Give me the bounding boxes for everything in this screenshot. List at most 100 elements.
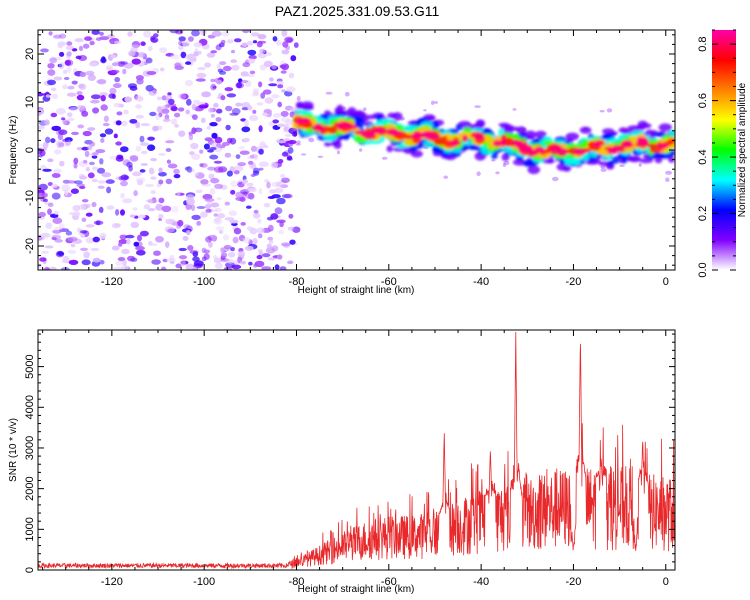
spectrogram-noise-blob: [165, 178, 173, 185]
spectrogram-noise-blob: [209, 154, 219, 160]
spectrogram-noise-blob: [213, 213, 218, 217]
spectrogram-noise-blob: [87, 172, 95, 179]
spectrogram-noise-blob: [173, 168, 180, 175]
spectrogram-noise-blob: [170, 54, 180, 60]
spectrogram-noise-blob: [638, 162, 642, 167]
spectrogram-noise-blob: [229, 219, 239, 224]
spectrogram-noise-blob: [158, 179, 164, 185]
spectrogram-noise-blob: [275, 39, 282, 46]
spectrogram-ridge-blob: [339, 120, 351, 128]
spectrogram-noise-blob: [178, 40, 183, 46]
spectrogram-noise-blob: [104, 128, 114, 135]
spectrogram-ridge-blob: [593, 142, 604, 147]
spectrogram-noise-blob: [248, 261, 253, 266]
spectrogram-noise-blob: [61, 117, 66, 121]
spectrogram-noise-blob: [101, 172, 112, 178]
spectrogram-noise-blob: [79, 175, 88, 180]
spectrogram-noise-blob: [165, 148, 172, 152]
spectrogram-noise-blob: [235, 154, 241, 160]
spectrogram-noise-blob: [264, 97, 274, 104]
spectrogram-noise-blob: [174, 112, 181, 118]
spectrogram-noise-blob: [223, 266, 232, 270]
spectrogram-noise-blob: [47, 158, 54, 163]
spectrogram-noise-blob: [204, 137, 213, 142]
spectrogram-noise-blob: [150, 37, 159, 43]
spectrogram-noise-blob: [268, 239, 274, 244]
spectrogram-noise-blob: [237, 250, 246, 258]
spectrogram-noise-blob: [76, 227, 81, 233]
spectrogram-noise-blob: [241, 107, 249, 111]
spectrogram-ridge-blob: [311, 124, 326, 132]
spectrogram-noise-blob: [169, 254, 175, 261]
spectrogram-noise-blob: [238, 146, 245, 150]
spectrogram-noise-blob: [256, 102, 264, 106]
spectrogram-noise-blob: [242, 137, 250, 143]
spectrogram-noise-blob: [67, 236, 78, 242]
spectrogram-noise-blob: [244, 245, 254, 251]
spectrogram-noise-blob: [289, 107, 298, 112]
spectrogram-noise-blob: [76, 183, 86, 188]
spectrogram-noise-blob: [226, 39, 234, 44]
spectrogram-noise-blob: [250, 32, 260, 37]
spectrogram-noise-blob: [257, 34, 267, 40]
spectrogram-noise-blob: [267, 257, 276, 261]
spectrogram-ridge-blob: [654, 157, 663, 164]
spectrogram-noise-blob: [77, 124, 85, 129]
spectrogram-noise-blob: [85, 212, 93, 217]
spectrogram-noise-blob: [263, 108, 272, 114]
spectrogram-noise-blob: [73, 157, 79, 165]
colorbar-label: Normalized spectral amplitude: [737, 82, 748, 217]
snr-xlabel: Height of straight line (km): [298, 584, 415, 595]
spectrogram-noise-blob: [258, 148, 264, 155]
spectrogram-noise-blob: [124, 96, 133, 103]
spectrogram-noise-blob: [127, 31, 133, 37]
spectrogram-noise-blob: [89, 40, 95, 46]
spectrogram-noise-blob: [258, 125, 263, 133]
spectrogram-noise-blob: [276, 219, 286, 224]
spectrogram-noise-blob: [91, 201, 97, 208]
spectrogram-noise-blob: [204, 204, 212, 209]
spectrogram-noise-blob: [58, 62, 65, 70]
spectrogram-noise-blob: [66, 41, 73, 46]
snr-panel: -120 -100 -80 -60 -40 -20 0 0 1000 2000 3000 4000 50…: [8, 329, 676, 595]
spectrogram-noise-blob: [92, 236, 101, 243]
spectrogram-noise-blob: [191, 127, 197, 134]
spectrogram-noise-blob: [201, 256, 207, 262]
spectrogram-noise-blob: [51, 125, 61, 131]
spectrogram-noise-blob: [208, 173, 215, 180]
spectrogram-noise-blob: [74, 180, 83, 185]
spectrogram-ridge-blob: [515, 142, 526, 150]
spectrogram-noise-blob: [99, 31, 104, 36]
spectrogram-noise-blob: [38, 108, 45, 115]
spectrogram-noise-blob: [115, 176, 123, 180]
spectrogram-noise-blob: [178, 93, 187, 100]
spectrogram-noise-blob: [220, 252, 228, 259]
spectrogram-noise-blob: [287, 260, 294, 265]
spectrogram-ridge-blob: [551, 144, 563, 152]
spectrogram-noise-blob: [274, 264, 280, 270]
spectrogram-noise-blob: [263, 60, 273, 68]
spectrogram-noise-blob: [288, 72, 295, 79]
spectrogram-noise-blob: [216, 142, 222, 148]
spectrogram-noise-blob: [188, 133, 194, 141]
spectrogram-noise-blob: [178, 45, 184, 51]
spectrogram-ridge-blob: [461, 134, 468, 143]
spectrogram-noise-blob: [253, 153, 258, 161]
snr-xtick-label: -100: [193, 576, 215, 588]
spectrogram-noise-blob: [235, 191, 245, 198]
spectrogram-noise-blob: [263, 144, 269, 149]
spectrogram-noise-blob: [209, 147, 217, 151]
spectrogram-ridge-blob: [611, 156, 620, 164]
spectrogram-noise-blob: [138, 214, 146, 219]
spectrogram-noise-blob: [381, 156, 388, 160]
spectrogram-noise-blob: [230, 180, 239, 188]
spectrogram-noise-blob: [225, 105, 233, 112]
spectrogram-noise-blob: [220, 39, 226, 45]
spectrogram-noise-blob: [240, 80, 249, 83]
spectrogram-noise-blob: [116, 111, 123, 116]
spectrogram-noise-blob: [40, 232, 51, 238]
spectrogram-ridge-blob: [336, 104, 344, 114]
spectrogram-noise-blob: [81, 199, 89, 203]
spectrogram-noise-blob: [100, 138, 105, 143]
spectrogram-noise-blob: [256, 227, 265, 234]
